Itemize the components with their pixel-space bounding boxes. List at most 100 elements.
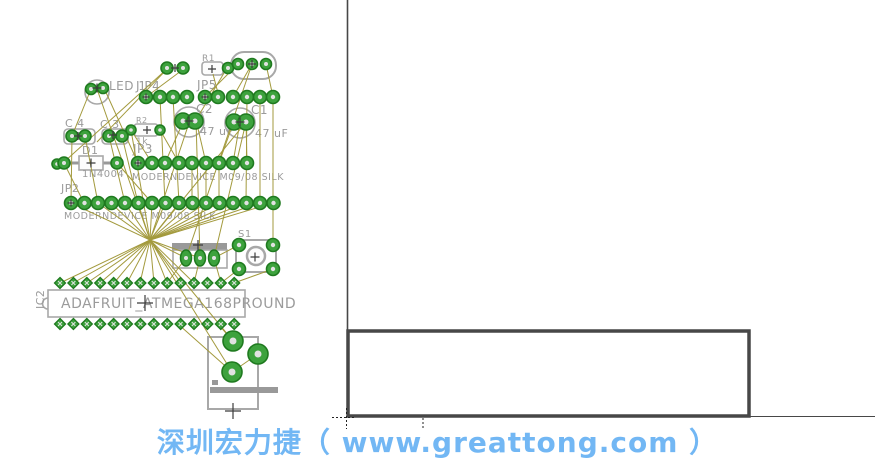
pad-hole (191, 321, 197, 327)
origin-cross[interactable] (184, 116, 194, 126)
silk-label: D1 (82, 144, 98, 157)
pad-hole (231, 280, 237, 286)
silk-label: JP2 (60, 182, 79, 195)
ratsnest-line (177, 323, 233, 373)
silk-label: ADAFRUIT_ATMEGA168PROUND (61, 296, 296, 312)
watermark: 深圳宏力捷（ www.greattong.com ） (156, 426, 719, 459)
frame-rect (346, 329, 751, 418)
pad-hole (217, 200, 222, 206)
pad-hole (231, 321, 237, 327)
pad-hole (230, 200, 236, 206)
origin-cross[interactable] (201, 93, 209, 101)
pad-hole (84, 321, 90, 327)
ratsnest-line (149, 202, 207, 241)
pad-hole (205, 280, 210, 286)
ratsnest-line (121, 135, 139, 204)
origin-cross[interactable] (225, 403, 241, 419)
pad-hole (157, 94, 163, 100)
silk-label: IC2 (34, 290, 47, 309)
pad-hole (151, 321, 157, 327)
origin-cross[interactable] (92, 83, 102, 93)
ratsnest-line (86, 239, 151, 284)
pad-hole (82, 200, 87, 206)
pad-hole (164, 321, 170, 327)
pad-hole (189, 160, 195, 166)
silk-label: MODERNDEVICE M09/08 SILK (64, 211, 216, 222)
ratsnest-line (126, 239, 151, 284)
component-outline (41, 297, 49, 310)
ratsnest-line (59, 239, 151, 284)
pad-hole (228, 368, 236, 376)
component-outline (47, 289, 246, 318)
origin-cross[interactable] (193, 240, 203, 250)
pad-hole (120, 134, 124, 138)
pad-hole (190, 200, 195, 206)
pad-hole (230, 94, 236, 100)
pad-hole (149, 160, 155, 166)
pad-hole (111, 321, 116, 327)
pad-hole (270, 94, 276, 100)
ratsnest-line (110, 202, 151, 241)
silk-label: 1k (136, 137, 148, 147)
pad-hole (216, 160, 222, 166)
origin-cross[interactable] (74, 132, 82, 140)
pad-hole (124, 280, 130, 286)
pad-hole (181, 66, 185, 70)
ratsnest-line (149, 239, 168, 284)
pad-hole (83, 134, 87, 138)
pad-hole (176, 200, 182, 206)
pad-hole (115, 161, 119, 165)
pad-hole (203, 160, 209, 166)
pad-hole (109, 200, 114, 206)
ratsnest-line (213, 121, 247, 259)
ratsnest-line (149, 202, 193, 241)
pad-hole (170, 94, 176, 100)
pad-hole (254, 350, 262, 358)
pad-hole (257, 94, 263, 100)
origin-cross[interactable] (171, 64, 179, 72)
ratsnest-line (149, 239, 182, 284)
origin-cross[interactable] (143, 126, 151, 134)
pad-hole (178, 280, 183, 286)
ratsnest-line (63, 162, 85, 204)
origin-cross[interactable] (86, 158, 96, 168)
pad-hole (203, 200, 209, 206)
pad-hole (231, 119, 237, 125)
pad-hole (236, 242, 242, 248)
pad-hole (198, 256, 202, 260)
origin-cross[interactable] (235, 117, 245, 127)
silk-label: R2 (136, 116, 148, 125)
pad-hole (236, 62, 240, 66)
silk-label: JP5 (196, 78, 217, 92)
pad-hole (71, 321, 76, 327)
origin-cross[interactable] (134, 159, 142, 167)
pad-hole (124, 321, 130, 327)
ratsnest-line (149, 239, 155, 284)
origin-cross[interactable] (109, 131, 117, 139)
component-outline (224, 107, 256, 139)
pad-hole (164, 280, 170, 286)
origin-cross[interactable] (250, 252, 260, 262)
ratsnest-line (159, 96, 166, 204)
pad-hole (212, 256, 216, 260)
silk-label: MODERNDEVICE M09/08 SILK (132, 172, 284, 183)
component-outline (210, 387, 278, 393)
ratsnest-line (97, 202, 151, 241)
origin-cross[interactable] (137, 295, 153, 311)
pad-hole (205, 321, 210, 327)
pad-hole (236, 266, 242, 272)
origin-cross[interactable] (67, 199, 75, 207)
pad-hole (129, 128, 133, 132)
origin-cross[interactable] (208, 65, 216, 73)
origin-cross[interactable] (248, 60, 256, 68)
ratsnest-line (130, 129, 151, 241)
ratsnest-line (172, 96, 180, 204)
component-outline (84, 79, 110, 105)
component-outline (245, 245, 267, 267)
origin-cross[interactable] (142, 93, 150, 101)
pad-hole (163, 200, 168, 206)
ratsnest-line (149, 239, 233, 373)
ratsnest-line (149, 239, 195, 284)
